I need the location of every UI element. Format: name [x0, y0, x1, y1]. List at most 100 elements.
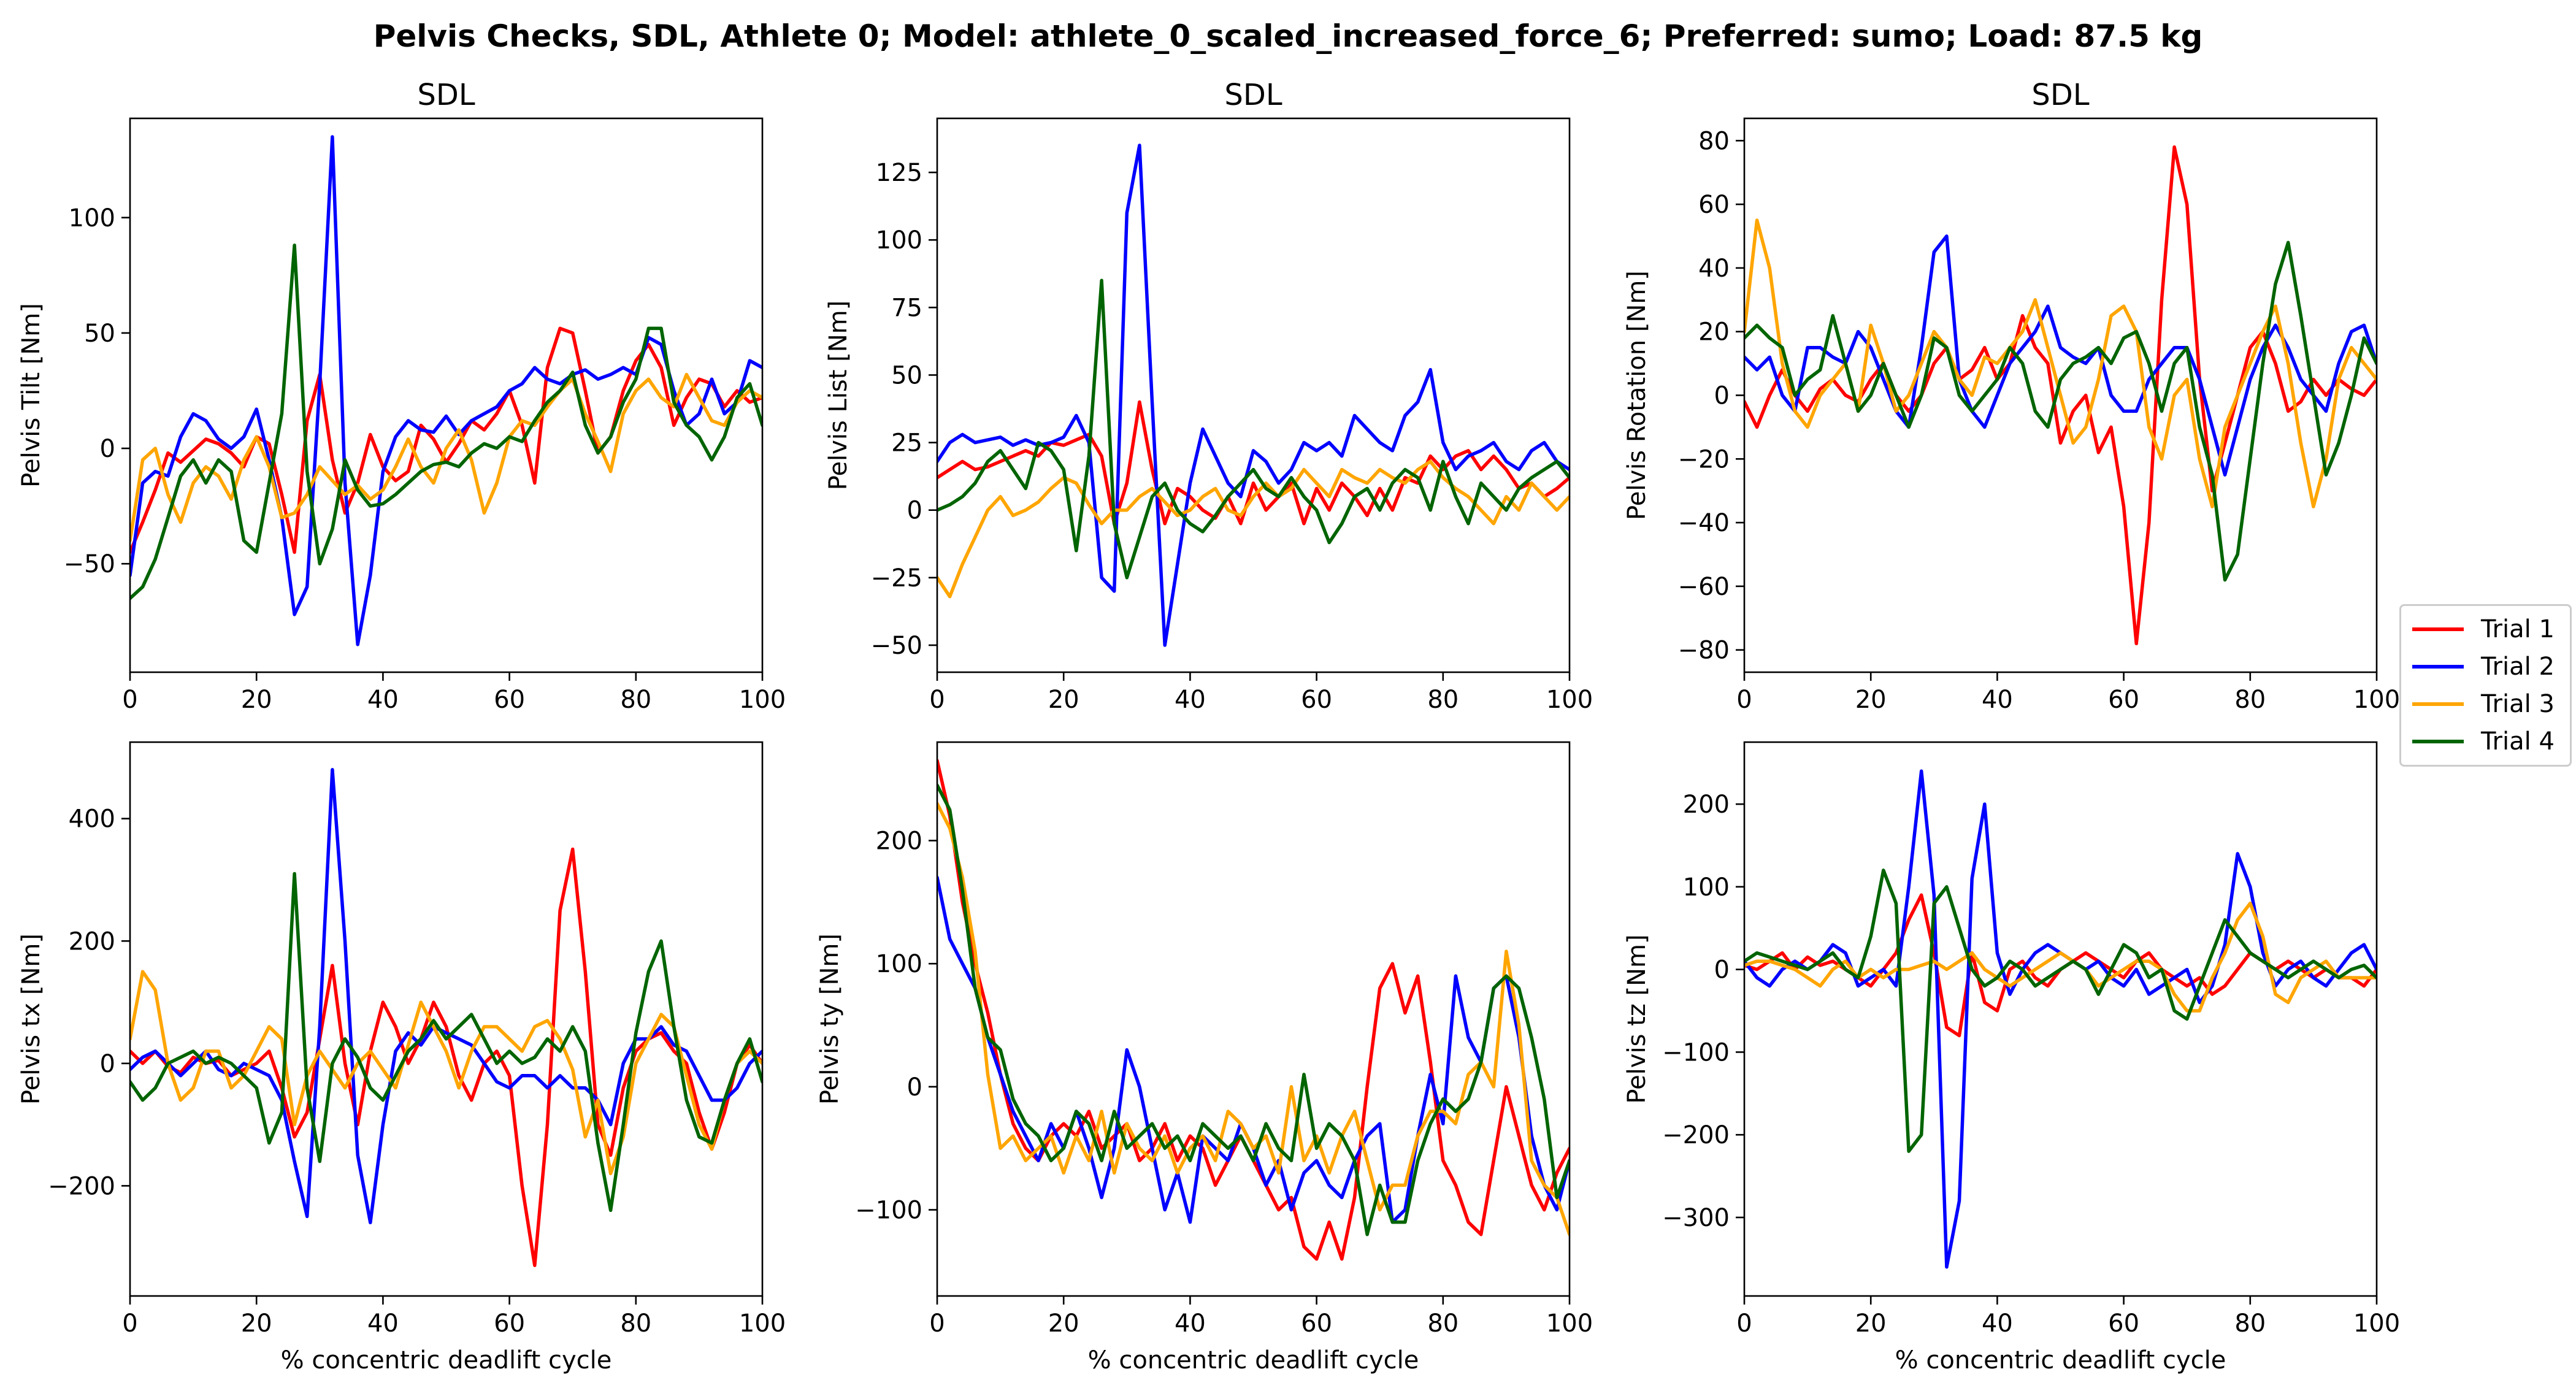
series-line-trial-4 [130, 872, 762, 1213]
y-tick-label: −300 [1662, 1204, 1730, 1232]
legend-item: Trial 2 [2412, 650, 2555, 684]
series-line-trial-1 [937, 759, 1570, 1261]
y-tick-label: 40 [1698, 255, 1730, 283]
series-line-trial-4 [937, 278, 1570, 580]
y-tick-label: −100 [1662, 1038, 1730, 1067]
x-tick-label: 40 [367, 686, 399, 714]
y-tick-label: 0 [907, 497, 922, 525]
y-tick-label: 200 [69, 927, 115, 956]
x-tick-label: 100 [739, 686, 786, 714]
series-line-trial-3 [937, 802, 1570, 1236]
y-axis-label: Pelvis List [Nm] [824, 301, 853, 491]
x-tick-label: 60 [1301, 686, 1332, 714]
x-tick-label: 40 [1175, 1309, 1206, 1338]
legend-swatch-trial-1 [2412, 627, 2464, 631]
y-tick-label: 25 [891, 429, 922, 458]
series-line-trial-4 [1744, 240, 2377, 582]
y-tick-label: −80 [1678, 637, 1730, 665]
legend-label: Trial 3 [2481, 690, 2555, 718]
y-tick-label: 20 [1698, 318, 1730, 347]
x-axis-label: % concentric deadlift cycle [281, 1346, 612, 1374]
axes-frame [936, 741, 1571, 1297]
x-tick-label: 0 [1736, 686, 1752, 714]
subplot-title: SDL [417, 78, 475, 112]
legend-swatch-trial-4 [2412, 740, 2464, 743]
y-tick-label: −40 [1678, 509, 1730, 537]
y-tick-label: −200 [1662, 1121, 1730, 1149]
x-tick-label: 0 [929, 1309, 945, 1338]
legend-item: Trial 1 [2412, 612, 2555, 646]
y-axis-label: Pelvis tz [Nm] [1623, 934, 1651, 1103]
y-tick-label: 200 [1683, 791, 1730, 819]
x-tick-label: 100 [1546, 686, 1593, 714]
legend-item: Trial 3 [2412, 687, 2555, 721]
x-tick-label: 40 [1982, 1309, 2013, 1338]
y-axis-label: Pelvis Tilt [Nm] [17, 303, 45, 488]
x-tick-label: 20 [241, 1309, 272, 1338]
figure-title: Pelvis Checks, SDL, Athlete 0; Model: at… [373, 18, 2203, 54]
y-tick-label: 0 [100, 1050, 115, 1078]
series-line-trial-1 [130, 847, 762, 1267]
legend-swatch-trial-2 [2412, 665, 2464, 669]
x-tick-label: 80 [2234, 1309, 2266, 1338]
series-line-trial-3 [1744, 902, 2377, 1013]
legend-label: Trial 1 [2481, 615, 2555, 643]
series-line-trial-4 [130, 243, 762, 600]
x-tick-label: 80 [620, 1309, 651, 1338]
legend: Trial 1 Trial 2 Trial 3 Trial 4 [2399, 604, 2572, 767]
subplot-title: SDL [2031, 78, 2089, 112]
x-tick-label: 40 [367, 1309, 399, 1338]
series-line-trial-2 [1744, 769, 2377, 1269]
legend-label: Trial 2 [2481, 653, 2555, 681]
x-tick-label: 0 [122, 686, 137, 714]
series-line-trial-4 [1744, 868, 2377, 1153]
y-tick-label: 80 [1698, 127, 1730, 155]
x-tick-label: 0 [1736, 1309, 1752, 1338]
x-tick-label: 0 [929, 686, 945, 714]
y-tick-label: −60 [1678, 573, 1730, 601]
axes-frame [129, 741, 764, 1297]
y-tick-label: 0 [907, 1073, 922, 1102]
x-tick-label: 60 [2108, 686, 2139, 714]
x-tick-label: 20 [241, 686, 272, 714]
x-tick-label: 0 [122, 1309, 137, 1338]
y-axis-label: Pelvis tx [Nm] [17, 933, 45, 1105]
y-tick-label: 400 [69, 805, 115, 834]
y-tick-label: −20 [1678, 445, 1730, 473]
x-tick-label: 60 [1301, 1309, 1332, 1338]
y-tick-label: 60 [1698, 191, 1730, 219]
legend-item: Trial 4 [2412, 724, 2555, 759]
x-tick-label: 80 [620, 686, 651, 714]
series-line-trial-1 [1744, 145, 2377, 646]
series-line-trial-2 [130, 768, 762, 1225]
y-tick-label: −50 [871, 632, 922, 660]
y-tick-label: −200 [48, 1172, 115, 1200]
x-tick-label: 100 [739, 1309, 786, 1338]
y-tick-label: 100 [876, 950, 922, 978]
x-axis-label: % concentric deadlift cycle [1088, 1346, 1419, 1374]
x-tick-label: 20 [1048, 1309, 1079, 1338]
series-line-trial-1 [937, 400, 1570, 526]
x-tick-label: 20 [1855, 686, 1887, 714]
legend-label: Trial 4 [2481, 727, 2555, 756]
y-axis-label: Pelvis ty [Nm] [816, 933, 844, 1105]
x-tick-label: 100 [1546, 1309, 1593, 1338]
subplot-title: SDL [1224, 78, 1282, 112]
x-tick-label: 20 [1855, 1309, 1887, 1338]
series-line-trial-2 [937, 144, 1570, 647]
y-tick-label: 0 [1714, 956, 1730, 984]
series-line-trial-3 [130, 970, 762, 1176]
x-tick-label: 40 [1982, 686, 2013, 714]
axes-frame [129, 117, 764, 673]
y-tick-label: 50 [891, 361, 922, 389]
x-axis-label: % concentric deadlift cycle [1895, 1346, 2226, 1374]
axes-frame [936, 117, 1571, 673]
x-tick-label: 80 [1427, 686, 1459, 714]
y-tick-label: 100 [69, 204, 115, 232]
y-tick-label: 0 [1714, 382, 1730, 410]
x-tick-label: 20 [1048, 686, 1079, 714]
y-tick-label: 100 [876, 226, 922, 255]
y-tick-label: 50 [84, 320, 115, 348]
